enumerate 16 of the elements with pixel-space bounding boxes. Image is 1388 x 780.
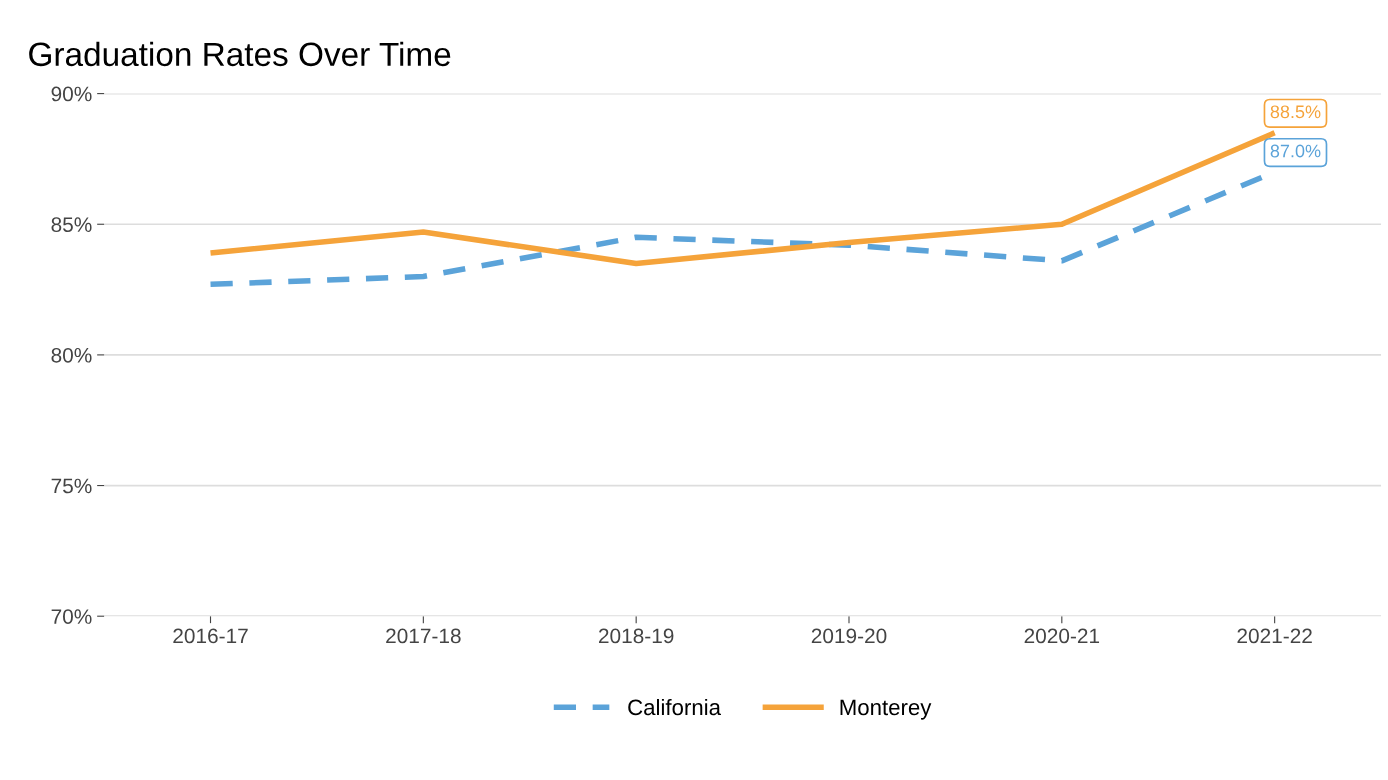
y-tick-label: 80% xyxy=(51,347,92,363)
annotation: 88.5% xyxy=(1270,105,1321,119)
chart-title: Graduation Rates Over Time xyxy=(29,41,451,67)
annotation: 87.0% xyxy=(1270,144,1321,158)
x-tick-label: 2019-20 xyxy=(811,628,887,644)
x-tick-label: 2021-22 xyxy=(1237,628,1312,644)
y-tick-label: 85% xyxy=(51,217,92,232)
x-tick-label: 2020-21 xyxy=(1024,628,1100,644)
x-tick-label: 2018-19 xyxy=(598,628,674,644)
y-tick-label: 90% xyxy=(51,86,92,102)
y-tick-label: 70% xyxy=(51,609,92,624)
x-tick-label: 2016-17 xyxy=(173,628,248,644)
legend-label: California xyxy=(628,698,721,716)
y-tick-label: 75% xyxy=(51,478,92,494)
x-tick-label: 2017-18 xyxy=(386,628,461,644)
legend-label: Monterey xyxy=(840,699,932,720)
